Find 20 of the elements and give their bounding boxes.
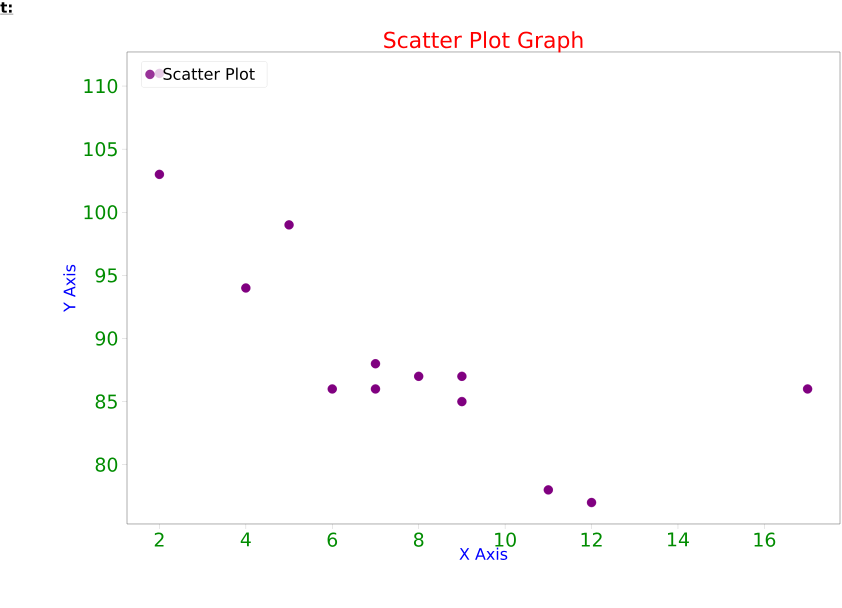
y-axis-title: Y Axis (63, 264, 76, 312)
x-tick-label: 2 (154, 532, 164, 547)
y-tick-label: 95 (96, 268, 117, 283)
x-tick-label: 16 (754, 532, 776, 547)
x-tick-label: 10 (495, 532, 516, 547)
x-tick-label: 14 (668, 532, 689, 546)
y-tick-label: 85 (96, 394, 117, 409)
x-tick-label: 6 (328, 532, 338, 547)
chart-title: Scatter Plot Graph (384, 31, 582, 52)
text: t: (0, 2, 12, 13)
legend-label: Scatter Plot (164, 68, 255, 80)
y-tick-label: 80 (96, 458, 118, 472)
y-tick-label: 100 (84, 205, 118, 220)
x-tick-label: 12 (582, 532, 602, 547)
y-tick-label: 90 (96, 331, 118, 346)
x-tick-label: 8 (414, 532, 424, 547)
y-tick-label: 105 (84, 142, 117, 156)
y-tick-label: 110 (84, 78, 118, 94)
x-axis-title: X Axis (459, 548, 508, 560)
x-tick-label: 4 (240, 532, 251, 546)
